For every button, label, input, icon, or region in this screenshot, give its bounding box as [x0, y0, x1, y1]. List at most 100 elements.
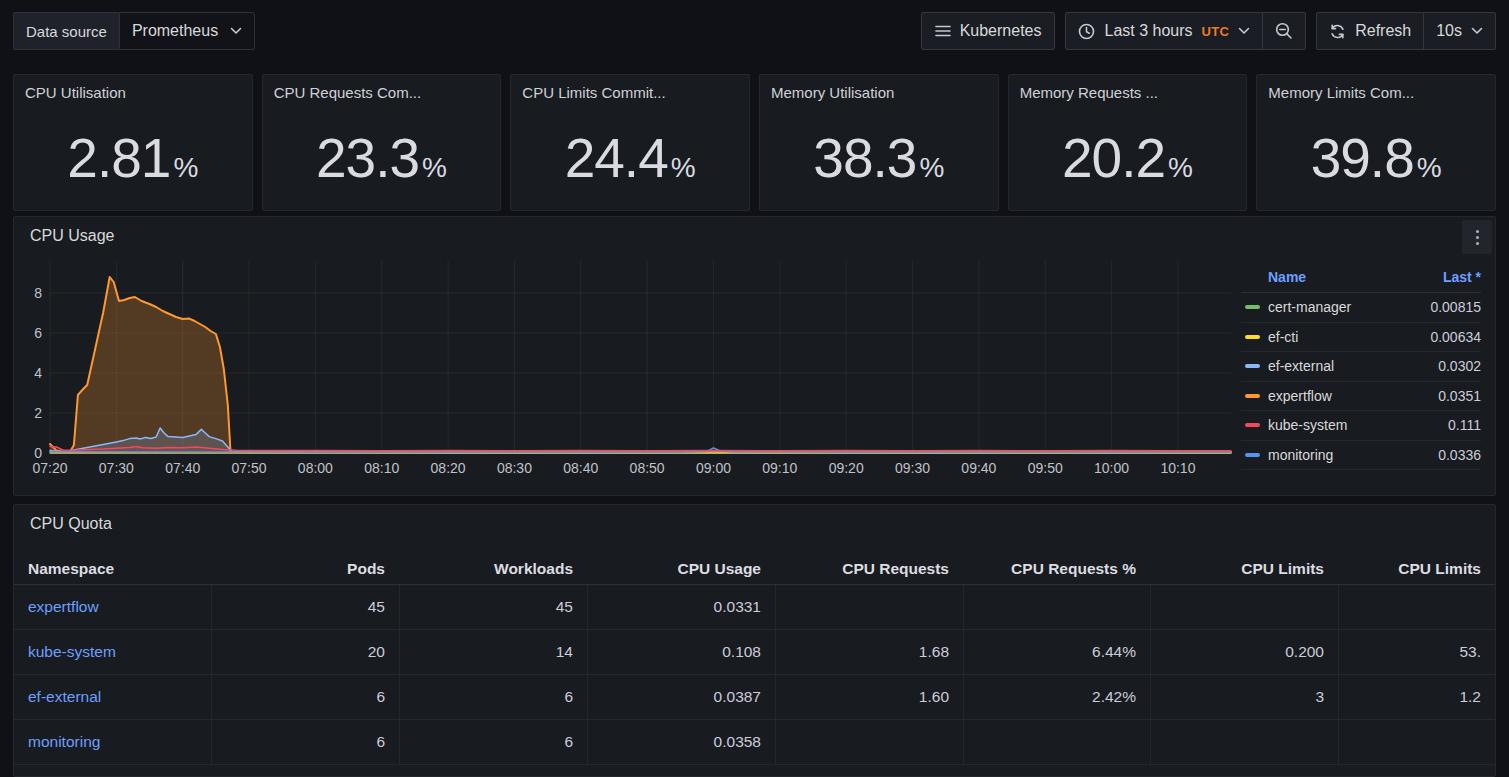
chevron-down-icon — [1238, 27, 1250, 35]
panel-menu-kebab-icon[interactable] — [1462, 220, 1492, 254]
cpu-quota-panel-title: CPU Quota — [14, 505, 1495, 533]
svg-text:08:20: 08:20 — [431, 460, 466, 476]
table-cell: 6 — [211, 720, 399, 764]
svg-text:07:20: 07:20 — [32, 460, 67, 476]
legend-name-header[interactable]: Name — [1268, 269, 1306, 285]
series-name: monitoring — [1268, 447, 1438, 463]
table-row-monitoring: monitoring660.0358 — [14, 720, 1495, 765]
hamburger-icon — [935, 25, 951, 37]
dashboard-menu-button[interactable]: Kubernetes — [921, 12, 1056, 50]
refresh-interval-value: 10s — [1436, 22, 1462, 40]
legend-last-header[interactable]: Last * — [1443, 269, 1481, 285]
legend-rows: cert-manager0.00815ef-cti0.00634ef-exter… — [1241, 293, 1481, 470]
series-name: expertflow — [1268, 388, 1438, 404]
series-last-value: 0.0336 — [1438, 447, 1481, 463]
table-cell: 1.68 — [775, 630, 963, 674]
svg-text:09:10: 09:10 — [762, 460, 797, 476]
legend-row-cert-manager[interactable]: cert-manager0.00815 — [1241, 293, 1481, 323]
svg-text:08:00: 08:00 — [298, 460, 333, 476]
column-header-0[interactable]: Namespace — [14, 554, 211, 584]
legend-row-monitoring[interactable]: monitoring0.0336 — [1241, 441, 1481, 471]
svg-text:07:40: 07:40 — [165, 460, 200, 476]
table-cell: 1.60 — [775, 675, 963, 719]
series-name: kube-system — [1268, 417, 1448, 433]
table-cell: 20 — [211, 630, 399, 674]
legend-row-kube-system[interactable]: kube-system0.111 — [1241, 411, 1481, 441]
table-cell: 1.2 — [1338, 675, 1495, 719]
table-cell: 53. — [1338, 630, 1495, 674]
table-cell: 45 — [399, 585, 587, 629]
table-cell: 6 — [399, 720, 587, 764]
series-color-swatch — [1245, 423, 1260, 427]
table-cell: 45 — [211, 585, 399, 629]
chevron-down-icon — [230, 27, 242, 35]
namespace-cell: ef-external — [14, 675, 211, 719]
svg-text:07:50: 07:50 — [232, 460, 267, 476]
legend-row-ef-cti[interactable]: ef-cti0.00634 — [1241, 323, 1481, 353]
cpu-quota-panel: CPU Quota NamespacePodsWorkloadsCPU Usag… — [13, 504, 1496, 777]
namespace-cell: kube-system — [14, 630, 211, 674]
column-header-4[interactable]: CPU Requests — [775, 554, 963, 584]
namespace-link[interactable]: monitoring — [28, 733, 100, 751]
time-range-picker[interactable]: Last 3 hours UTC — [1066, 13, 1262, 49]
datasource-value-dropdown[interactable]: Prometheus — [119, 12, 255, 50]
column-header-1[interactable]: Pods — [211, 554, 399, 584]
svg-text:08:50: 08:50 — [630, 460, 665, 476]
column-header-7[interactable]: CPU Limits — [1338, 554, 1495, 584]
series-color-swatch — [1245, 335, 1260, 339]
table-cell: 14 — [399, 630, 587, 674]
svg-text:09:00: 09:00 — [696, 460, 731, 476]
column-header-2[interactable]: Workloads — [399, 554, 587, 584]
refresh-interval-dropdown[interactable]: 10s — [1423, 13, 1495, 49]
stat-panel-2: CPU Limits Commit...24.4% — [510, 74, 750, 211]
namespace-link[interactable]: ef-external — [28, 688, 101, 706]
refresh-label: Refresh — [1355, 22, 1411, 40]
stat-panel-5: Memory Limits Com...39.8% — [1256, 74, 1496, 211]
stat-panel-3: Memory Utilisation 38.3% — [759, 74, 999, 211]
stat-value: 20.2% — [1009, 105, 1247, 210]
stat-value: 2.81% — [14, 105, 252, 210]
zoom-out-button[interactable] — [1262, 13, 1305, 49]
stat-title: CPU Utilisation — [25, 84, 244, 101]
namespace-link[interactable]: expertflow — [28, 598, 99, 616]
cpu-usage-panel-title: CPU Usage — [14, 217, 1495, 245]
series-color-swatch — [1245, 453, 1260, 457]
cpu-usage-body: 0246807:2007:3007:4007:5008:0008:1008:20… — [14, 247, 1495, 483]
time-picker-group: Last 3 hours UTC — [1065, 12, 1306, 50]
refresh-group: Refresh 10s — [1316, 12, 1496, 50]
column-header-3[interactable]: CPU Usage — [587, 554, 775, 584]
series-color-swatch — [1245, 305, 1260, 309]
clock-icon — [1078, 23, 1095, 40]
table-row-kube-system: kube-system20140.1081.686.44%0.20053. — [14, 630, 1495, 675]
refresh-button[interactable]: Refresh — [1317, 13, 1423, 49]
cpu-quota-table: NamespacePodsWorkloadsCPU UsageCPU Reque… — [14, 554, 1495, 765]
datasource-label: Data source — [13, 12, 119, 50]
namespace-link[interactable]: kube-system — [28, 643, 116, 661]
table-cell — [1150, 720, 1338, 764]
legend-row-ef-external[interactable]: ef-external0.0302 — [1241, 352, 1481, 382]
datasource-picker: Data source Prometheus — [13, 12, 255, 50]
stat-value: 23.3% — [263, 105, 501, 210]
stat-title: Memory Utilisation — [771, 84, 990, 101]
table-cell: 3 — [1150, 675, 1338, 719]
table-row-expertflow: expertflow45450.0331 — [14, 585, 1495, 630]
svg-text:09:20: 09:20 — [829, 460, 864, 476]
series-last-value: 0.0302 — [1438, 358, 1481, 374]
series-name: ef-external — [1268, 358, 1438, 374]
svg-text:08:10: 08:10 — [364, 460, 399, 476]
svg-text:6: 6 — [34, 325, 42, 341]
legend-row-expertflow[interactable]: expertflow0.0351 — [1241, 382, 1481, 412]
cpu-usage-chart[interactable]: 0246807:2007:3007:4007:5008:0008:1008:20… — [14, 247, 1241, 483]
series-name: ef-cti — [1268, 329, 1430, 345]
table-cell — [775, 720, 963, 764]
stat-value: 39.8% — [1257, 105, 1495, 210]
svg-text:10:10: 10:10 — [1160, 460, 1195, 476]
dashboard-menu-label: Kubernetes — [960, 22, 1042, 40]
svg-text:08:30: 08:30 — [497, 460, 532, 476]
stat-value: 38.3% — [760, 105, 998, 210]
table-cell: 0.0358 — [587, 720, 775, 764]
column-header-5[interactable]: CPU Requests % — [963, 554, 1150, 584]
column-header-6[interactable]: CPU Limits — [1150, 554, 1338, 584]
svg-text:2: 2 — [34, 405, 42, 421]
stat-panel-0: CPU Utilisation 2.81% — [13, 74, 253, 211]
